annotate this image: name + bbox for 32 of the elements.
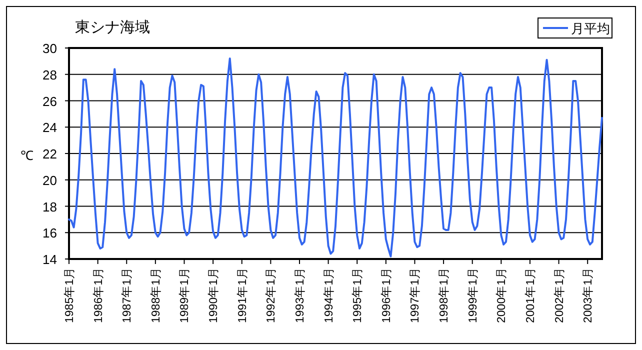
x-tick-label: 1998年1月 <box>438 267 451 323</box>
x-tick-label: 1994年1月 <box>322 267 336 323</box>
x-tick-label: 1986年1月 <box>92 267 105 323</box>
x-tick-label: 1995年1月 <box>351 267 364 323</box>
x-tick-label: 1990年1月 <box>207 267 220 323</box>
y-tick-label: 14 <box>42 252 57 267</box>
y-tick-label: 24 <box>42 120 57 136</box>
x-tick-label: 1988年1月 <box>149 267 162 323</box>
x-tick-label: 2003年1月 <box>582 267 595 323</box>
x-tick-label: 1991年1月 <box>236 267 249 323</box>
x-tick-label: 1992年1月 <box>264 267 278 323</box>
x-tick-label: 2000年1月 <box>495 267 508 323</box>
y-tick-label: 16 <box>42 226 57 241</box>
legend-label: 月平均 <box>571 21 610 36</box>
x-tick-label: 1985年1月 <box>63 267 76 323</box>
y-tick-label: 30 <box>42 41 57 56</box>
y-tick-label: 28 <box>42 67 57 82</box>
x-tick-label: 1993年1月 <box>293 267 306 323</box>
x-tick-label: 2001年1月 <box>524 267 537 323</box>
x-tick-label: 1999年1月 <box>466 267 480 323</box>
x-tick-label: 1987年1月 <box>120 267 134 323</box>
y-tick-label: 20 <box>42 172 57 188</box>
x-tick-label: 1997年1月 <box>408 267 422 323</box>
y-tick-label: 22 <box>42 146 57 162</box>
line-series <box>68 58 603 258</box>
chart-title: 東シナ海域 <box>75 19 150 36</box>
x-tick-label: 1989年1月 <box>178 267 192 323</box>
y-tick-label: 18 <box>42 199 57 214</box>
y-tick-label: 26 <box>42 94 57 109</box>
x-tick-label: 1996年1月 <box>380 267 393 323</box>
y-axis-title: ℃ <box>20 148 34 163</box>
x-tick-label: 2002年1月 <box>552 267 566 323</box>
